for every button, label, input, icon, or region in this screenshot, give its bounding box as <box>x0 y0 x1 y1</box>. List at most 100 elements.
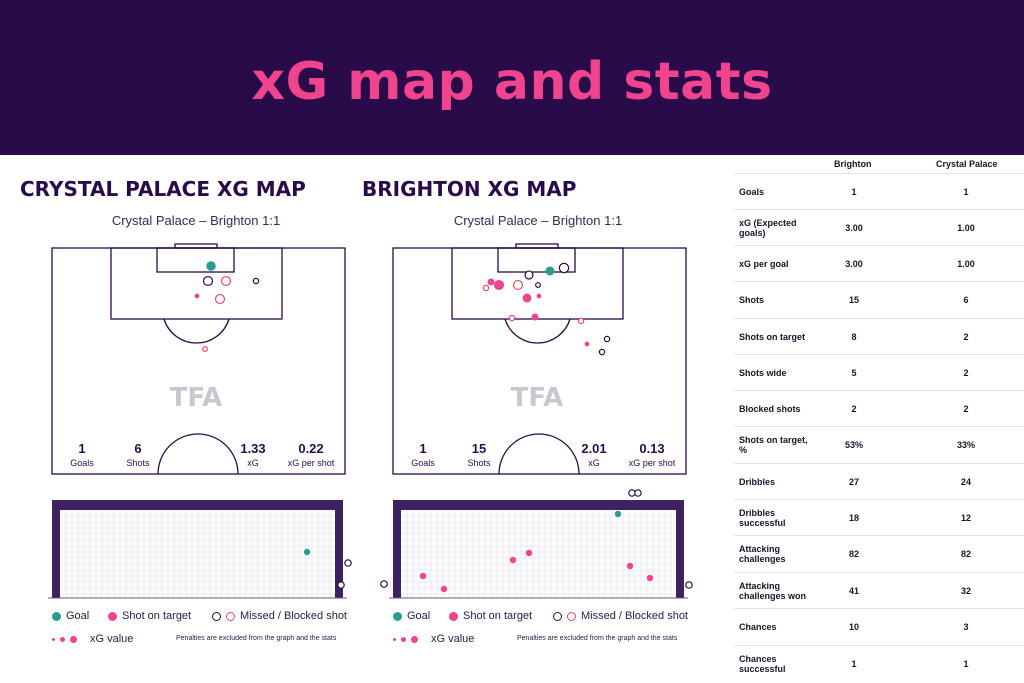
stats-value-brighton: 3.00 <box>845 258 863 269</box>
legend-on-target: Shot on target <box>463 610 533 622</box>
penalty-arc <box>163 318 230 344</box>
blocked-legend-marker <box>567 611 576 621</box>
xg-large-marker <box>70 635 77 643</box>
shot-marker <box>584 341 590 347</box>
goal-crossbar <box>52 500 343 510</box>
shot-marker <box>531 313 539 321</box>
goal-net-area <box>401 510 676 598</box>
missed-legend-marker <box>212 611 221 621</box>
stats-value-brighton: 10 <box>848 621 859 632</box>
stats-row: Attacking challenges won 41 32 <box>734 572 1024 608</box>
legend-on-target: Shot on target <box>122 610 192 622</box>
shot-marker <box>577 317 585 325</box>
blocked-legend-marker <box>226 611 235 621</box>
goal-shot-marker <box>303 548 311 556</box>
xg-medium-marker <box>401 636 406 642</box>
crystal-palace-panel: CRYSTAL PALACE XG MAP Crystal Palace – B… <box>16 170 376 680</box>
shot-marker <box>252 277 260 285</box>
pitch-stat-label: xG <box>247 458 259 468</box>
goal-net-area <box>60 510 335 598</box>
shot-marker <box>202 275 214 287</box>
goal-legend-marker <box>393 611 402 621</box>
goal-shot-marker <box>685 581 693 589</box>
brighton-panel: BRIGHTON XG MAP Crystal Palace – Brighto… <box>358 170 718 680</box>
stats-row-label: Shots on target <box>739 331 806 342</box>
pitch-stat-label: xG per shot <box>288 458 335 468</box>
shot-marker <box>558 262 570 274</box>
legend-note: Penalties are excluded from the graph an… <box>176 635 337 642</box>
pitch-stat-label: Goals <box>411 458 435 468</box>
stats-value-brighton: 2 <box>851 403 857 414</box>
goal-legend-marker <box>52 611 61 621</box>
shot-marker <box>482 284 490 292</box>
stats-row: Blocked shots 2 2 <box>734 390 1024 426</box>
on-target-legend-marker <box>449 611 458 621</box>
panel-subtitle: Crystal Palace – Brighton 1:1 <box>453 213 623 228</box>
stats-value-crystal-palace: 1.00 <box>957 258 975 269</box>
stats-row-label: Shots <box>739 294 765 305</box>
goal-right-post <box>335 500 343 598</box>
xg-map-canvas: TFA 1 Goals 6 Shots 1.33 xG 0.22 xG per shot TFA 1… <box>48 243 693 599</box>
goal-mouth <box>515 243 559 249</box>
watermark-logo: TFA <box>511 383 564 413</box>
stats-row: Goals 1 1 <box>734 173 1024 209</box>
shot-marker <box>522 293 532 303</box>
stats-row-label: xG (Expected goals) <box>739 217 797 238</box>
stats-row: Dribbles 27 24 <box>734 463 1024 499</box>
stats-row-label: Attacking challenges <box>739 543 786 564</box>
goal-shot-marker <box>509 556 517 564</box>
stats-row-label: Chances <box>739 621 777 632</box>
xg-large-marker <box>411 635 418 643</box>
stats-row: Shots wide 5 2 <box>734 354 1024 390</box>
pitch-stat-value: 2.01 <box>581 441 606 456</box>
stats-value-crystal-palace: 2 <box>963 367 969 378</box>
shot-marker <box>220 275 232 287</box>
pitch-stat-value: 6 <box>134 441 141 456</box>
goal-shot-marker <box>440 585 448 593</box>
pitch-stat-label: xG per shot <box>629 458 676 468</box>
stats-header: Brighton Crystal Palace <box>734 157 1024 173</box>
goal-shot-marker <box>525 549 533 557</box>
stats-value-brighton: 53% <box>844 439 863 450</box>
centre-circle <box>498 433 580 475</box>
stats-row-label: Goals <box>739 186 765 197</box>
stats-table: Brighton Crystal Palace Goals 1 1 xG (Expec… <box>734 157 1024 683</box>
stats-value-brighton: 15 <box>848 294 859 305</box>
stats-row-label: Shots on target, % <box>739 434 808 455</box>
stats-value-brighton: 18 <box>848 512 859 523</box>
stats-value-brighton: 5 <box>851 367 857 378</box>
stats-row: Shots on target 8 2 <box>734 318 1024 354</box>
missed-legend-marker <box>553 611 562 621</box>
stats-row-label: Attacking challenges won <box>739 580 807 601</box>
shot-marker <box>194 293 200 299</box>
centre-circle <box>157 433 239 475</box>
pitch-stat-value: 0.22 <box>298 441 323 456</box>
title-banner: xG map and stats <box>0 0 1024 155</box>
stats-row: Shots on target, % 53% 33% <box>734 426 1024 462</box>
legend-goal: Goal <box>407 610 431 622</box>
shot-marker <box>535 282 541 288</box>
shot-marker <box>493 279 505 291</box>
stats-value-brighton: 3.00 <box>845 222 863 233</box>
stats-value-crystal-palace: 1 <box>963 658 969 669</box>
column-header-crystal-palace: Crystal Palace <box>936 159 998 169</box>
stats-row-label: Shots wide <box>739 367 787 378</box>
goal-shot-marker <box>634 489 642 497</box>
pitch-stat-value: 1 <box>78 441 85 456</box>
stats-value-crystal-palace: 2 <box>963 403 969 414</box>
shot-marker <box>545 266 555 276</box>
stats-value-crystal-palace: 12 <box>960 512 971 523</box>
goal-left-post <box>393 500 401 598</box>
pitch-stat-value: 1.33 <box>240 441 265 456</box>
stats-row: xG per goal 3.00 1.00 <box>734 245 1024 281</box>
shot-marker <box>487 278 495 286</box>
shot-marker <box>536 293 542 299</box>
stats-row-label: Dribbles successful <box>739 507 786 528</box>
legend-missed: Missed / Blocked shot <box>240 610 347 622</box>
stats-row: Dribbles successful 18 12 <box>734 499 1024 535</box>
stats-row: Shots 15 6 <box>734 281 1024 317</box>
goal-shot-marker <box>337 581 345 589</box>
stats-row: Chances 10 3 <box>734 608 1024 644</box>
stats-row-label: Chances successful <box>739 653 786 674</box>
stats-value-brighton: 41 <box>848 585 859 596</box>
